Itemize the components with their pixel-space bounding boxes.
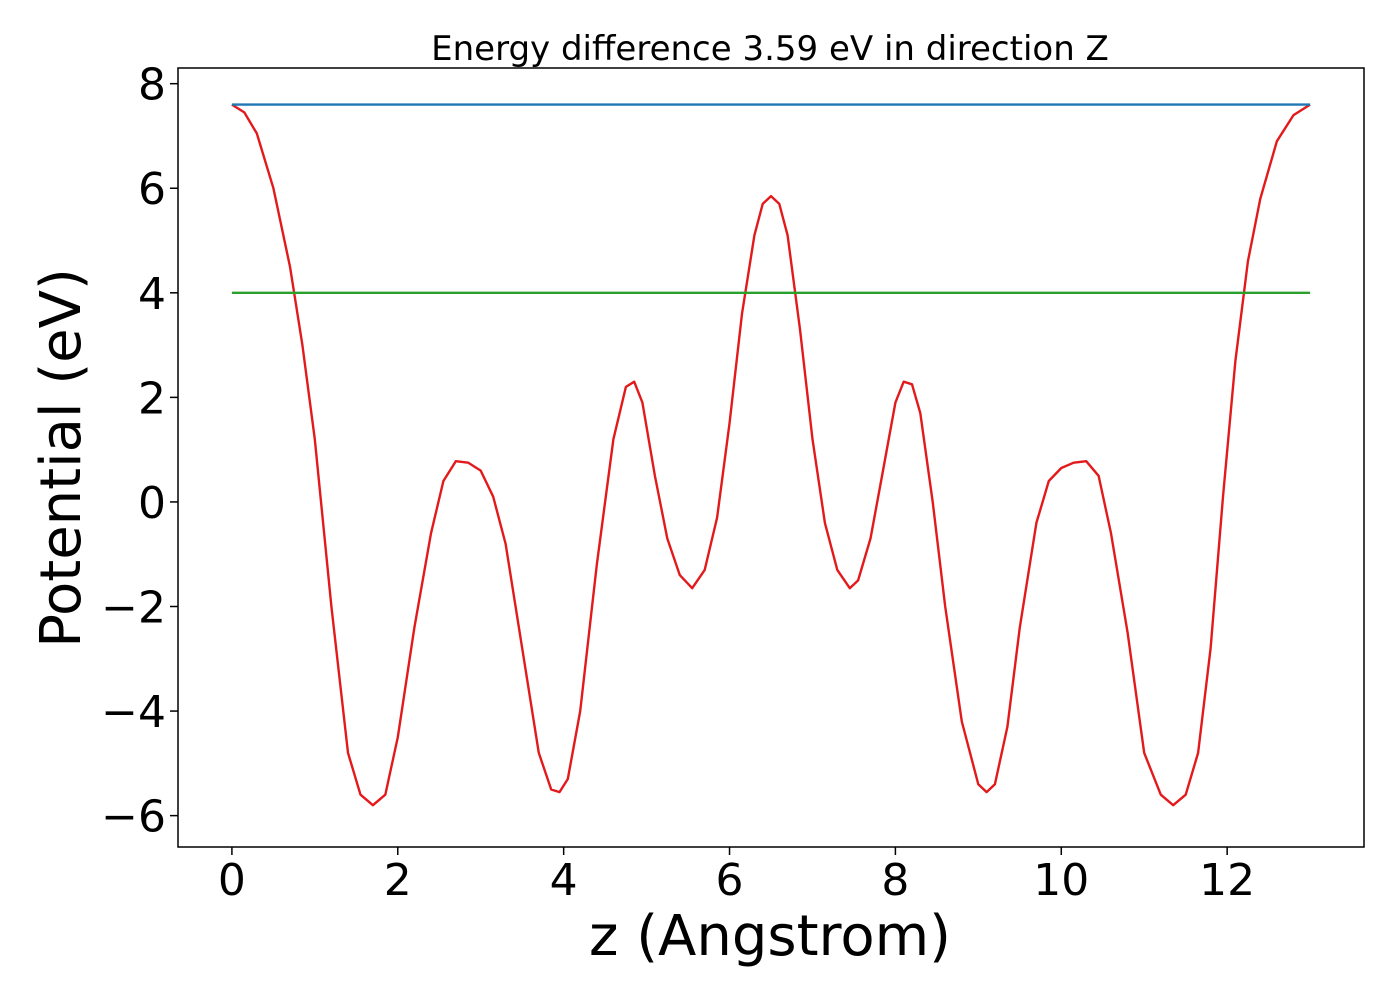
series-layer — [231, 103, 1311, 807]
y-tick-label: 0 — [138, 478, 166, 529]
ticks-layer: 0 2 4 6 8 10 12 8 6 4 2 0 −2 −4 −6 — [101, 60, 1255, 906]
y-tick-label: −4 — [101, 687, 166, 738]
y-tick-label: 2 — [138, 373, 166, 424]
chart-title: Energy difference 3.59 eV in direction Z — [431, 29, 1109, 69]
x-axis-label: z (Angstrom) — [589, 904, 951, 969]
plot-frame — [177, 67, 1365, 848]
y-tick-label: 6 — [138, 164, 166, 215]
x-tick-label: 6 — [716, 855, 744, 906]
series-line-potential — [231, 103, 1311, 807]
y-tick-label: 4 — [138, 269, 166, 320]
x-tick-label: 2 — [384, 855, 412, 906]
y-tick-label: 8 — [138, 60, 166, 111]
x-tick-label: 4 — [550, 855, 578, 906]
x-tick-label: 12 — [1199, 855, 1255, 906]
y-tick-label: −2 — [101, 583, 166, 634]
y-axis-label: Potential (eV) — [29, 268, 94, 648]
y-tick-label: −6 — [101, 792, 166, 843]
x-tick-label: 10 — [1033, 855, 1089, 906]
x-tick-label: 0 — [218, 855, 246, 906]
x-tick-label: 8 — [881, 855, 909, 906]
